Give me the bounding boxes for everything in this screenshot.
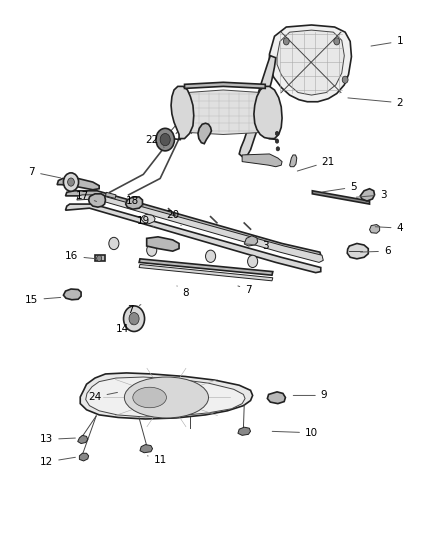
Text: 1: 1: [371, 36, 403, 46]
Polygon shape: [78, 435, 88, 443]
Text: 9: 9: [293, 391, 328, 400]
Polygon shape: [141, 214, 155, 223]
Polygon shape: [88, 194, 106, 207]
Text: 15: 15: [25, 295, 60, 305]
Polygon shape: [184, 82, 265, 88]
Ellipse shape: [124, 377, 208, 418]
Polygon shape: [198, 123, 212, 144]
Polygon shape: [239, 55, 276, 157]
Polygon shape: [360, 189, 374, 201]
Polygon shape: [140, 445, 152, 453]
Polygon shape: [269, 25, 351, 102]
Polygon shape: [290, 155, 297, 167]
Polygon shape: [267, 392, 286, 403]
Circle shape: [129, 312, 139, 325]
Polygon shape: [80, 373, 253, 419]
Circle shape: [156, 128, 174, 151]
Circle shape: [334, 38, 340, 45]
Circle shape: [276, 132, 279, 135]
Polygon shape: [139, 264, 273, 281]
Polygon shape: [254, 86, 282, 139]
Text: 6: 6: [360, 246, 391, 256]
Text: 7: 7: [28, 167, 61, 178]
Text: 3: 3: [357, 190, 386, 200]
Polygon shape: [139, 259, 273, 275]
Text: 14: 14: [116, 324, 133, 334]
Text: 17: 17: [76, 191, 97, 201]
Text: 4: 4: [375, 223, 403, 233]
Circle shape: [276, 139, 279, 143]
Polygon shape: [95, 255, 106, 261]
Circle shape: [109, 237, 119, 249]
Text: 16: 16: [65, 251, 94, 261]
Polygon shape: [106, 192, 116, 198]
Polygon shape: [77, 195, 323, 262]
Ellipse shape: [133, 387, 166, 408]
Text: 2: 2: [348, 98, 403, 108]
Circle shape: [67, 178, 74, 186]
Text: 7: 7: [127, 305, 141, 315]
Polygon shape: [244, 236, 258, 246]
Polygon shape: [66, 191, 321, 257]
Polygon shape: [277, 30, 344, 95]
Polygon shape: [370, 224, 380, 233]
Polygon shape: [126, 197, 142, 209]
Circle shape: [124, 306, 145, 332]
Circle shape: [247, 255, 258, 268]
Text: 10: 10: [272, 428, 318, 438]
Polygon shape: [347, 244, 368, 259]
Text: 21: 21: [297, 157, 335, 171]
Circle shape: [276, 147, 279, 151]
Polygon shape: [66, 204, 321, 273]
Circle shape: [205, 250, 215, 262]
Polygon shape: [64, 289, 81, 300]
Circle shape: [97, 255, 102, 261]
Text: 20: 20: [166, 211, 181, 225]
Text: 24: 24: [88, 392, 117, 402]
Text: 7: 7: [238, 285, 252, 295]
Polygon shape: [312, 191, 370, 204]
Circle shape: [160, 133, 170, 146]
Text: 12: 12: [40, 457, 75, 467]
Circle shape: [342, 76, 348, 83]
Text: 13: 13: [40, 434, 75, 445]
Circle shape: [147, 244, 157, 256]
Polygon shape: [238, 427, 251, 435]
Circle shape: [283, 38, 289, 45]
Text: 8: 8: [177, 286, 189, 298]
Polygon shape: [187, 90, 261, 134]
Polygon shape: [242, 154, 282, 167]
Circle shape: [64, 173, 78, 191]
Text: 18: 18: [126, 196, 143, 206]
Polygon shape: [147, 237, 179, 251]
Text: 5: 5: [323, 182, 357, 192]
Polygon shape: [79, 453, 88, 461]
Text: 19: 19: [137, 216, 154, 227]
Text: 11: 11: [148, 455, 167, 465]
Text: 22: 22: [145, 135, 164, 147]
Polygon shape: [86, 377, 245, 417]
Polygon shape: [171, 86, 194, 139]
Polygon shape: [57, 179, 99, 190]
Text: 3: 3: [245, 241, 268, 251]
